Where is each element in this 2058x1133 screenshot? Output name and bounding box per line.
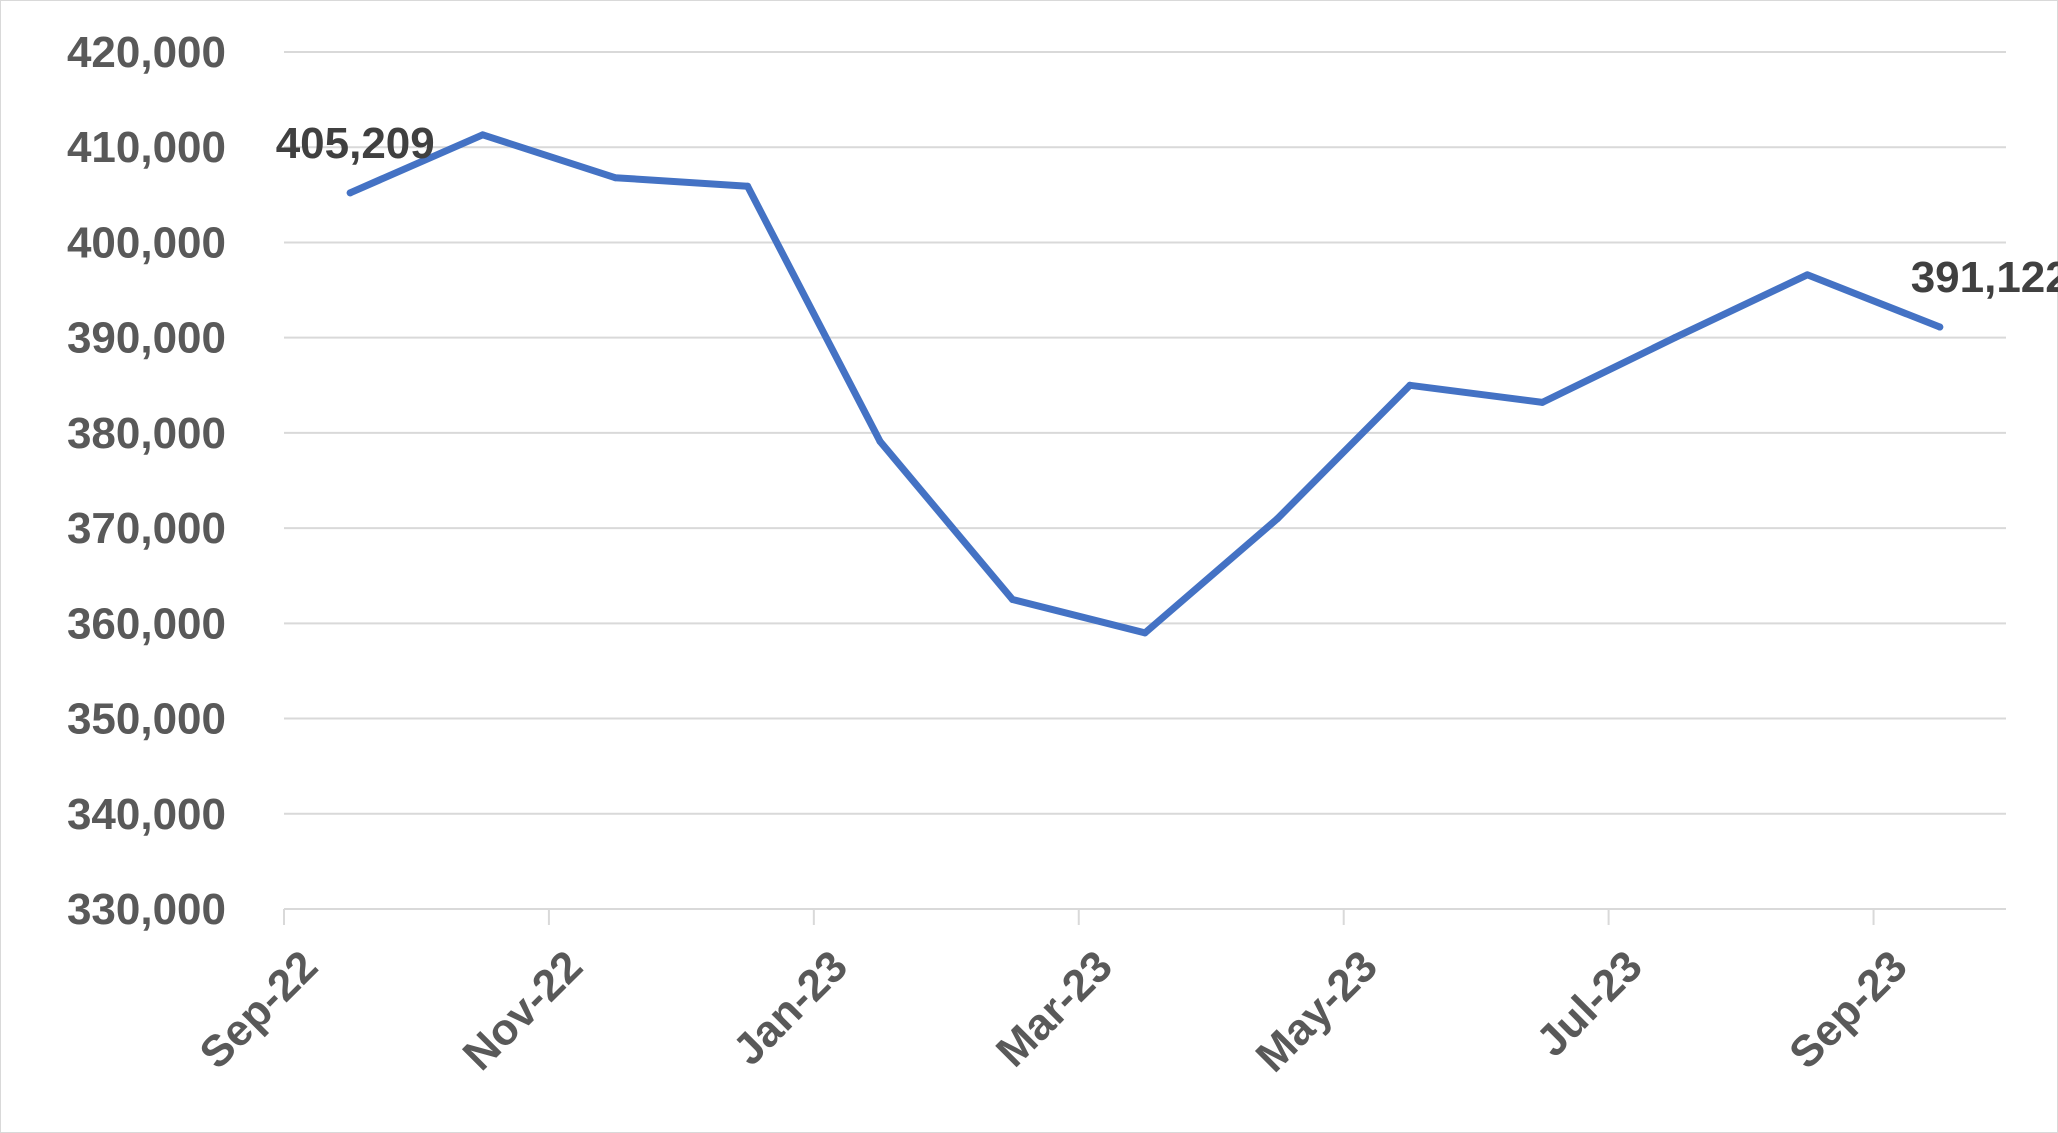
data-label: 405,209 bbox=[276, 119, 435, 168]
y-tick-label: 350,000 bbox=[67, 695, 226, 744]
x-tick-label: Jan-23 bbox=[724, 941, 857, 1074]
y-tick-label: 370,000 bbox=[67, 504, 226, 553]
data-point bbox=[1273, 515, 1281, 523]
x-axis: Sep-22 Nov-22 Jan-23 Mar-23 May-23 Jul-23 Sep-… bbox=[190, 909, 1917, 1082]
data-labels: 405,209 391,122 bbox=[276, 119, 2058, 302]
x-tick-label: Nov-22 bbox=[454, 941, 592, 1079]
x-tick-label: Mar-23 bbox=[987, 941, 1122, 1076]
y-tick-label: 330,000 bbox=[67, 885, 226, 934]
data-point bbox=[1671, 334, 1679, 342]
x-tick-label: Sep-23 bbox=[1780, 941, 1917, 1078]
data-point bbox=[479, 131, 487, 139]
data-point bbox=[346, 189, 354, 197]
series-group bbox=[346, 131, 1944, 637]
data-point bbox=[1936, 323, 1944, 331]
data-point bbox=[876, 437, 884, 445]
y-tick-label: 390,000 bbox=[67, 314, 226, 363]
x-tick-label: Jul-23 bbox=[1527, 941, 1652, 1066]
data-point bbox=[611, 174, 619, 182]
data-point bbox=[1009, 596, 1017, 604]
data-label: 391,122 bbox=[1911, 253, 2058, 302]
x-tick-label: May-23 bbox=[1247, 941, 1387, 1081]
y-tick-label: 380,000 bbox=[67, 409, 226, 458]
y-tick-label: 410,000 bbox=[67, 123, 226, 172]
y-tick-label: 420,000 bbox=[67, 28, 226, 77]
y-axis: 330,000 340,000 350,000 360,000 370,000 380,0… bbox=[67, 28, 226, 934]
y-tick-label: 360,000 bbox=[67, 599, 226, 648]
x-tick-label: Sep-22 bbox=[190, 941, 327, 1078]
gridlines bbox=[284, 51, 2006, 910]
data-point bbox=[1406, 381, 1414, 389]
y-tick-label: 340,000 bbox=[67, 790, 226, 839]
series-line bbox=[346, 131, 1944, 637]
data-point bbox=[1538, 398, 1546, 406]
data-point bbox=[1141, 629, 1149, 637]
data-point bbox=[1803, 271, 1811, 279]
y-tick-label: 400,000 bbox=[67, 218, 226, 267]
data-point bbox=[744, 182, 752, 190]
